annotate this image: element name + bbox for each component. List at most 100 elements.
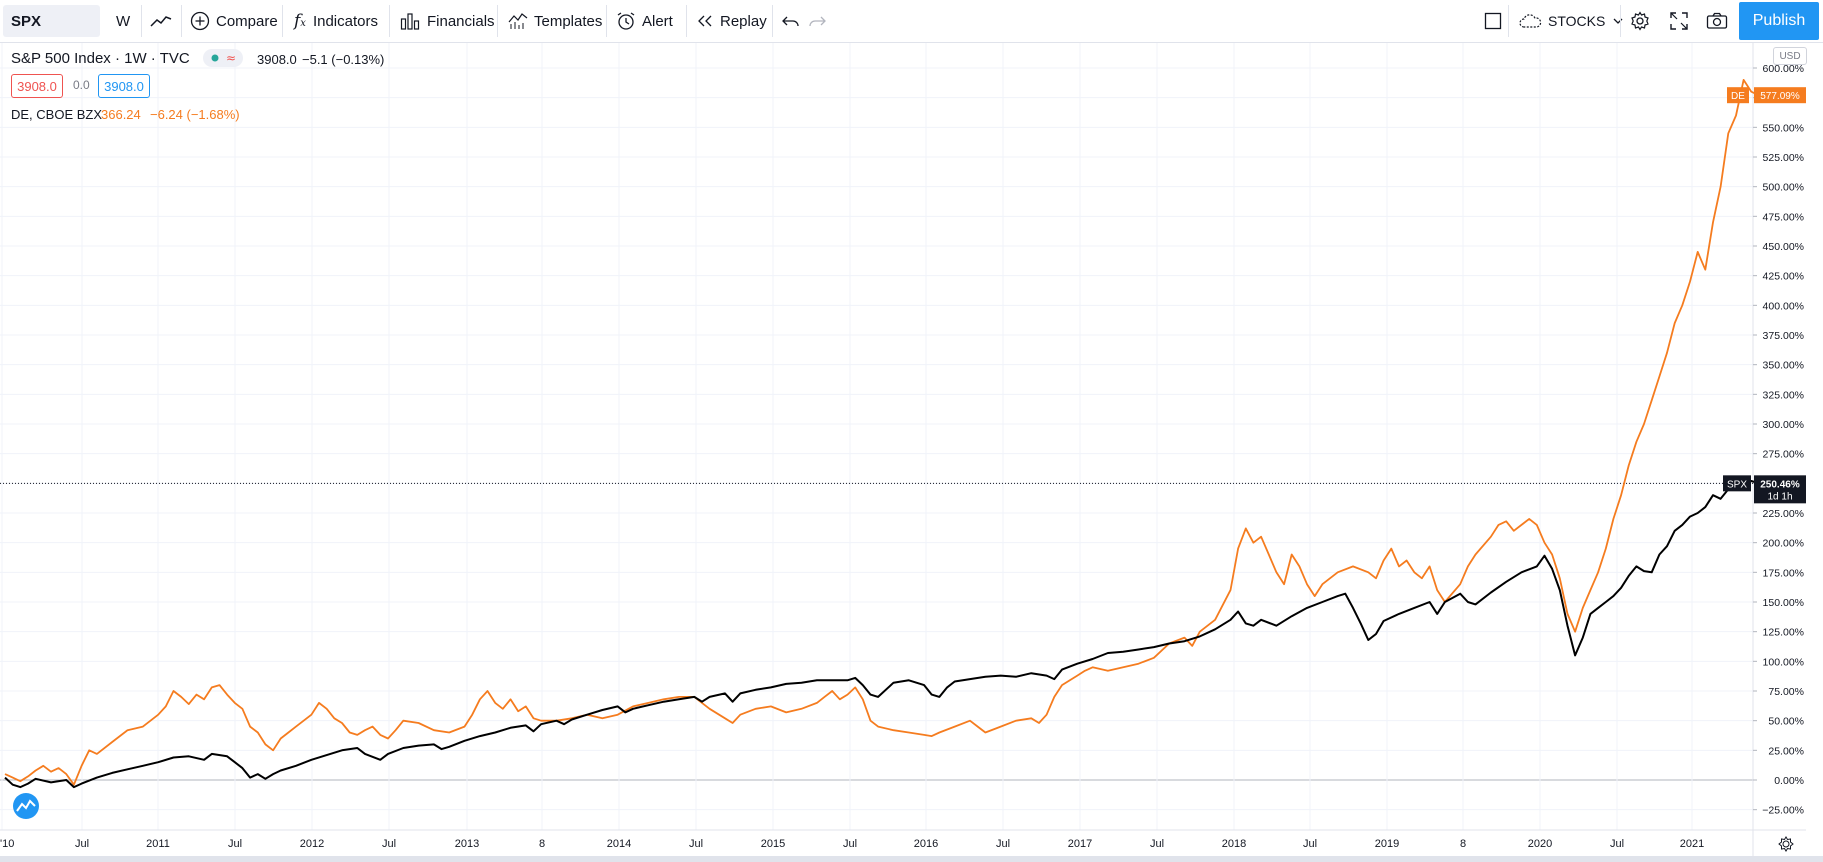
price-tick-label: 200.00% xyxy=(1763,538,1804,550)
time-tick-label: 2019 xyxy=(1375,838,1399,850)
fullscreen-button[interactable] xyxy=(1670,0,1688,42)
time-tick-label: 2017 xyxy=(1068,838,1092,850)
price-tick-label: 500.00% xyxy=(1763,182,1804,194)
time-tick-label: 2016 xyxy=(914,838,938,850)
snapshot-button[interactable] xyxy=(1706,0,1728,42)
function-icon: fx xyxy=(294,11,306,31)
price-tick-label: 400.00% xyxy=(1763,300,1804,312)
ask-price-box[interactable]: 3908.0 xyxy=(98,74,150,98)
compare-button[interactable]: Compare xyxy=(190,0,278,42)
settings-button[interactable] xyxy=(1630,0,1650,42)
de-symbol-badge xyxy=(1727,87,1749,104)
chevron-down-icon xyxy=(1613,17,1623,25)
alert-label: Alert xyxy=(642,12,673,30)
time-tick-label: 2014 xyxy=(607,838,631,850)
cloud-icon xyxy=(1518,13,1542,29)
time-tick-label: 2021 xyxy=(1680,838,1704,850)
price-tick-label: 225.00% xyxy=(1763,508,1804,520)
gear-icon xyxy=(1630,11,1650,31)
de-value-badge-text: 577.09% xyxy=(1760,91,1800,102)
rewind-icon xyxy=(696,14,714,28)
price-tick-label: 600.00% xyxy=(1763,63,1804,75)
financials-button[interactable]: Financials xyxy=(400,0,495,42)
time-axis[interactable] xyxy=(0,830,1806,856)
rectangle-icon xyxy=(1484,12,1502,30)
undo-button[interactable] xyxy=(782,0,800,42)
price-axis[interactable] xyxy=(1753,43,1806,830)
publish-button[interactable]: Publish xyxy=(1739,2,1819,40)
camera-icon xyxy=(1706,12,1728,30)
axis-settings-gear-icon[interactable] xyxy=(1778,836,1794,852)
price-tick-label: 300.00% xyxy=(1763,419,1804,431)
spx-symbol-badge-text: SPX xyxy=(1727,479,1747,490)
bid-price-box[interactable]: 3908.0 xyxy=(11,74,63,98)
time-tick-label: Jul xyxy=(382,838,396,850)
time-tick-label: Jul xyxy=(843,838,857,850)
time-tick-label: Jul xyxy=(1150,838,1164,850)
price-tick-label: 275.00% xyxy=(1763,449,1804,461)
time-tick-label: Jul xyxy=(1610,838,1624,850)
rectangle-select-button[interactable] xyxy=(1484,0,1502,42)
chart-style-line-icon[interactable] xyxy=(150,0,172,42)
symbol-search-box[interactable] xyxy=(3,5,100,37)
time-tick-label: '10 xyxy=(0,838,14,850)
price-tick-label: 325.00% xyxy=(1763,389,1804,401)
series-line-de[interactable] xyxy=(4,79,1760,786)
time-tick-label: Jul xyxy=(75,838,89,850)
legend-status-pill[interactable]: ≈ xyxy=(203,49,243,70)
series-line-spx[interactable] xyxy=(4,480,1760,789)
main-change: −5.1 (−0.13%) xyxy=(302,52,385,67)
svg-text:≈: ≈ xyxy=(226,51,236,65)
top-toolbar: SPX W Compare fx Indicators Financials T… xyxy=(0,0,1823,43)
price-tick-label: 100.00% xyxy=(1763,656,1804,668)
alert-button[interactable]: Alert xyxy=(616,0,673,42)
compare-series-title[interactable]: DE, CBOE BZX xyxy=(11,107,103,122)
bar-countdown-text: 1d 1h xyxy=(1767,491,1792,502)
layout-name-label: STOCKS xyxy=(1548,13,1606,29)
main-series-title[interactable]: S&P 500 Index · 1W · TVC xyxy=(11,50,190,67)
time-tick-label: 2018 xyxy=(1222,838,1246,850)
time-tick-label: Jul xyxy=(996,838,1010,850)
price-tick-label: 25.00% xyxy=(1768,745,1804,757)
time-tick-label: 8 xyxy=(1460,838,1466,850)
tradingview-logo-mark xyxy=(16,799,36,812)
replay-button[interactable]: Replay xyxy=(696,0,767,42)
alarm-clock-icon xyxy=(616,11,636,31)
templates-icon xyxy=(508,12,528,30)
currency-label[interactable]: USD xyxy=(1773,47,1807,65)
time-tick-label: Jul xyxy=(1303,838,1317,850)
time-tick-label: 2011 xyxy=(146,838,170,850)
price-tick-label: 175.00% xyxy=(1763,567,1804,579)
spx-value-badge-text: 250.46% xyxy=(1760,479,1800,490)
price-tick-label: 425.00% xyxy=(1763,271,1804,283)
fullscreen-icon xyxy=(1670,12,1688,30)
interval-button[interactable]: W xyxy=(116,12,131,30)
time-tick-label: 8 xyxy=(539,838,545,850)
price-tick-label: 475.00% xyxy=(1763,211,1804,223)
time-tick-label: Jul xyxy=(689,838,703,850)
price-tick-label: 350.00% xyxy=(1763,360,1804,372)
indicators-button[interactable]: fx Indicators xyxy=(294,0,378,42)
indicators-label: Indicators xyxy=(312,12,378,30)
price-tick-label: 50.00% xyxy=(1768,716,1804,728)
time-tick-label: 2015 xyxy=(761,838,785,850)
undo-icon xyxy=(782,14,800,28)
de-value-badge xyxy=(1754,87,1806,104)
financials-label: Financials xyxy=(427,12,495,30)
layout-menu-button[interactable]: STOCKS xyxy=(1518,0,1623,42)
bottom-border xyxy=(0,856,1823,862)
redo-button[interactable] xyxy=(808,0,826,42)
templates-button[interactable]: Templates xyxy=(508,0,602,42)
symbol-search[interactable]: SPX xyxy=(11,12,42,30)
spx-value-badge xyxy=(1754,475,1806,504)
compare-change: −6.24 (−1.68%) xyxy=(150,107,240,122)
plus-circle-icon xyxy=(190,11,210,31)
price-tick-label: 525.00% xyxy=(1763,152,1804,164)
price-tick-label: 75.00% xyxy=(1768,686,1804,698)
bar-chart-icon xyxy=(400,12,420,30)
redo-icon xyxy=(808,14,826,28)
time-tick-label: 2013 xyxy=(455,838,479,850)
time-tick-label: 2012 xyxy=(300,838,324,850)
time-tick-label: Jul xyxy=(228,838,242,850)
